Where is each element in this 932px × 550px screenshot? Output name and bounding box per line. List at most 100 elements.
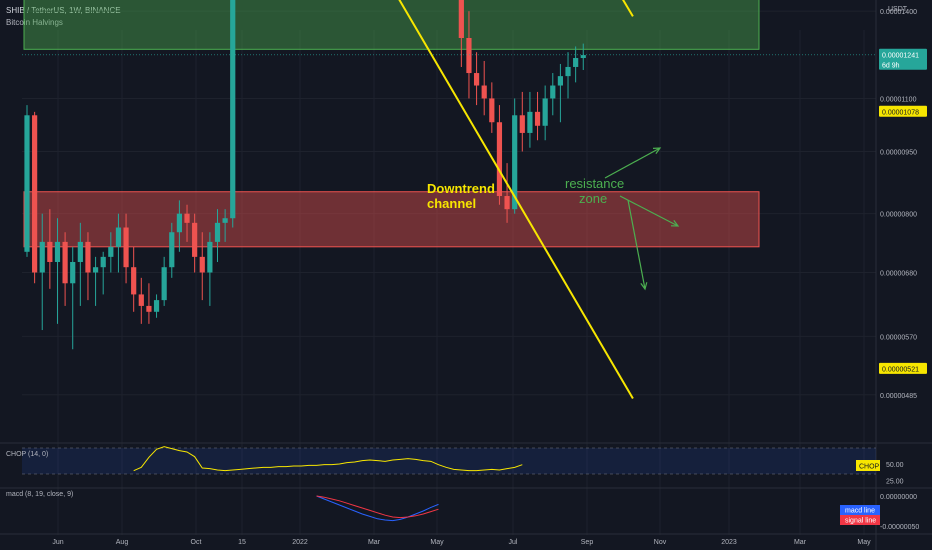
macd-tick-label: 0.00000000 — [880, 494, 917, 501]
time-tick-label: May — [430, 539, 444, 546]
time-tick-label: Oct — [191, 539, 202, 546]
channel-label-1: Downtrend — [427, 181, 495, 196]
candle-body — [138, 294, 144, 306]
chop-badge: CHOP — [859, 464, 880, 471]
candle-body — [85, 241, 91, 273]
candle-body — [62, 241, 68, 284]
time-tick-label: Nov — [654, 539, 667, 546]
candle-body — [176, 213, 182, 233]
macd-legend-label: macd line — [845, 508, 875, 515]
candle-body — [70, 261, 76, 284]
macd-line — [316, 495, 439, 522]
price-axis: 0.000120000.000100000.000085000.00007000… — [880, 9, 917, 400]
arrow-line — [627, 199, 646, 290]
chop-tick-label: 50.00 — [886, 462, 904, 469]
candle-body — [550, 85, 556, 99]
candle-body — [24, 115, 30, 252]
channel-label-2: channel — [427, 196, 476, 211]
arrow-head — [670, 220, 680, 227]
candle-body — [230, 0, 236, 219]
price-badge: 0.00001241 — [882, 52, 919, 59]
candle-body — [504, 196, 510, 210]
price-badge: 0.00001078 — [882, 109, 919, 116]
resistance-label-1: resistance — [565, 176, 624, 191]
candle-body — [534, 111, 541, 126]
candle-body — [77, 241, 83, 262]
candle-body — [123, 227, 129, 268]
candle-body — [473, 73, 480, 86]
price-tick-label: 0.00001400 — [880, 9, 917, 16]
chop-label[interactable]: CHOP (14, 0) — [6, 451, 49, 458]
time-axis: Jun Aug Oct 15 2022 Mar May Jul Sep Nov 2023 Mar May — [52, 539, 871, 546]
candle-body — [214, 222, 221, 242]
chop-band — [22, 448, 876, 474]
time-tick-label: Jul — [509, 539, 518, 546]
annotations: Downtrend channel resistance zone — [427, 176, 624, 211]
candle-body — [184, 213, 190, 223]
candle-body — [542, 98, 548, 126]
candle-body — [222, 218, 228, 223]
candle-body — [519, 115, 525, 133]
candle-body — [54, 241, 61, 262]
price-badge-bg — [879, 105, 927, 117]
price-tick-label: 0.00000570 — [880, 334, 917, 341]
time-tick-label: 2022 — [292, 539, 308, 546]
price-badge: 0.00000521 — [882, 366, 919, 373]
candle-body — [512, 115, 518, 210]
arrow-line — [604, 147, 661, 179]
time-tick-label: May — [857, 539, 871, 546]
candle-body — [489, 98, 495, 123]
chop-tick-label: 25.00 — [886, 479, 904, 486]
candle-body — [100, 256, 106, 268]
candle-body — [565, 66, 571, 77]
signal-line — [316, 495, 439, 519]
price-tick-label: 0.00000680 — [880, 270, 917, 277]
time-tick-label: Mar — [794, 539, 807, 546]
time-tick-label: Jun — [52, 539, 63, 546]
macd-legend-label: signal line — [845, 518, 876, 525]
candle-body — [496, 122, 503, 197]
price-tick-label: 0.00001100 — [880, 96, 917, 103]
resistance-zone — [23, 0, 760, 50]
candle-body — [47, 241, 53, 262]
candle-body — [131, 267, 137, 295]
price-tick-label: 0.00000950 — [880, 149, 917, 156]
candle-body — [161, 267, 167, 301]
candle-body — [39, 241, 45, 273]
time-tick-label: Sep — [581, 539, 594, 546]
arrow-head — [652, 147, 662, 155]
candle-body — [153, 300, 160, 312]
resistance-arrows — [604, 147, 680, 291]
candle-body — [580, 55, 586, 59]
macd-legend-bg — [840, 505, 880, 515]
time-tick-label: 15 — [238, 539, 246, 546]
time-tick-label: 2023 — [721, 539, 737, 546]
price-tick-label: 0.00000485 — [880, 393, 917, 400]
candle-body — [199, 256, 205, 273]
zones — [23, 0, 760, 248]
candle-body — [115, 227, 122, 247]
candle-body — [481, 85, 487, 99]
candle-body — [32, 115, 38, 273]
candle-body — [146, 305, 152, 312]
candle-body — [573, 58, 579, 67]
candle-body — [207, 241, 213, 273]
candle-body — [192, 222, 198, 257]
candle-body — [527, 111, 533, 133]
candle-body — [466, 38, 472, 74]
symbol-title[interactable]: SHIB / TetherUS, 1W, BINANCE — [6, 6, 121, 15]
arrow-line — [619, 195, 679, 227]
candle-body — [557, 76, 563, 86]
resistance-label-2: zone — [579, 191, 607, 206]
macd-label[interactable]: macd (8, 19, close, 9) — [6, 491, 74, 498]
price-badge-bg — [879, 58, 927, 70]
channel-line — [398, 0, 634, 400]
chop-pane: 50.00 25.00 CHOP — [22, 446, 904, 486]
study-label[interactable]: Bitcoin Halvings — [6, 18, 63, 27]
macd-tick-label: -0.00000050 — [880, 524, 919, 531]
time-tick-label: Mar — [368, 539, 381, 546]
macd-legend-bg — [840, 515, 880, 525]
